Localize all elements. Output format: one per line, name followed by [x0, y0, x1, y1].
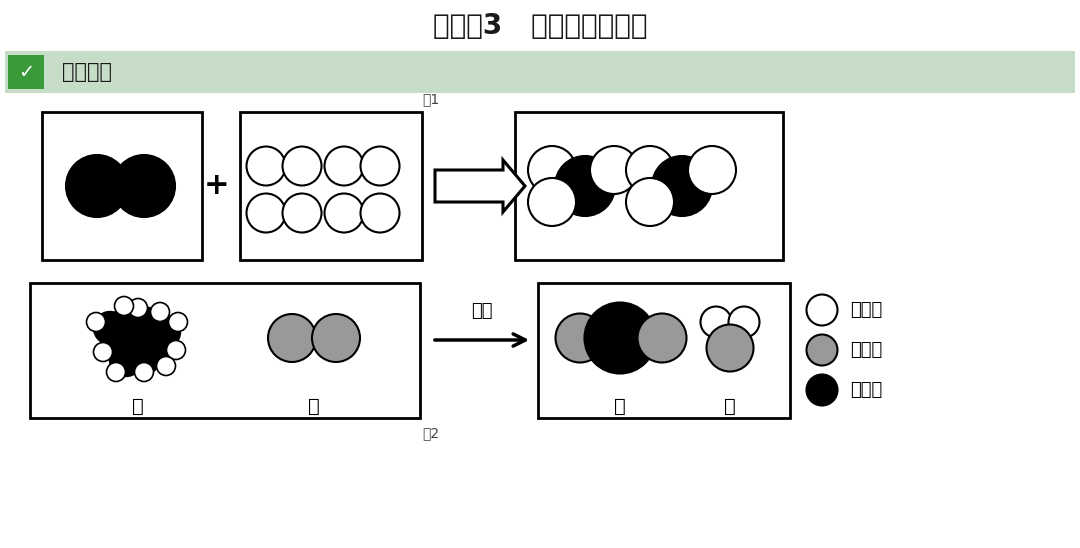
Bar: [538, 283, 789, 418]
Circle shape: [555, 156, 615, 216]
Text: 乙: 乙: [308, 397, 320, 415]
Circle shape: [283, 146, 322, 186]
Circle shape: [94, 342, 112, 362]
Circle shape: [135, 362, 153, 381]
Circle shape: [111, 305, 145, 339]
Text: 图2: 图2: [422, 426, 440, 440]
Circle shape: [652, 156, 712, 216]
Bar: [240, 112, 422, 260]
Circle shape: [528, 146, 576, 194]
Bar: [515, 112, 783, 260]
Text: 知识梳理: 知识梳理: [62, 62, 112, 82]
FancyArrow shape: [435, 160, 525, 212]
Circle shape: [361, 193, 400, 232]
Circle shape: [109, 344, 143, 376]
Circle shape: [150, 302, 170, 322]
Text: 命题点3   微观反应示意图: 命题点3 微观反应示意图: [433, 12, 647, 40]
Circle shape: [312, 314, 360, 362]
Circle shape: [637, 313, 687, 362]
Text: ✓: ✓: [17, 62, 35, 82]
Circle shape: [66, 155, 129, 217]
Circle shape: [107, 362, 125, 381]
Circle shape: [688, 146, 735, 194]
Circle shape: [361, 146, 400, 186]
Text: 氢原子: 氢原子: [850, 301, 882, 319]
Circle shape: [127, 341, 161, 374]
Circle shape: [168, 312, 188, 332]
Bar: [42, 112, 202, 260]
Circle shape: [148, 316, 180, 349]
Text: 点燃: 点燃: [471, 302, 492, 320]
Circle shape: [701, 306, 731, 338]
Circle shape: [584, 302, 656, 374]
Circle shape: [166, 340, 186, 359]
Circle shape: [102, 328, 135, 362]
Text: +: +: [204, 172, 230, 201]
Circle shape: [590, 146, 638, 194]
Circle shape: [113, 155, 175, 217]
Circle shape: [807, 294, 837, 326]
Circle shape: [132, 307, 164, 340]
Circle shape: [324, 193, 364, 232]
Bar: [30, 283, 420, 418]
Text: 甲: 甲: [132, 397, 144, 415]
Circle shape: [246, 146, 285, 186]
Circle shape: [528, 178, 576, 226]
Circle shape: [626, 178, 674, 226]
Text: 图1: 图1: [422, 92, 440, 106]
Text: 氧原子: 氧原子: [850, 341, 882, 359]
Circle shape: [121, 326, 154, 358]
Text: 丙: 丙: [615, 397, 626, 415]
Circle shape: [324, 146, 364, 186]
Circle shape: [94, 311, 126, 345]
Circle shape: [283, 193, 322, 232]
Circle shape: [139, 329, 173, 362]
Circle shape: [129, 299, 148, 317]
Circle shape: [114, 296, 134, 316]
Bar: [8, 55, 44, 89]
Text: 丁: 丁: [724, 397, 735, 415]
Circle shape: [626, 146, 674, 194]
Circle shape: [157, 357, 175, 375]
Text: 碳原子: 碳原子: [850, 381, 882, 399]
Circle shape: [706, 324, 754, 372]
Circle shape: [86, 312, 106, 332]
Bar: [5, 51, 1075, 93]
Circle shape: [729, 306, 759, 338]
Circle shape: [246, 193, 285, 232]
Circle shape: [807, 374, 837, 406]
Circle shape: [555, 313, 605, 362]
Circle shape: [807, 334, 837, 366]
Circle shape: [268, 314, 316, 362]
